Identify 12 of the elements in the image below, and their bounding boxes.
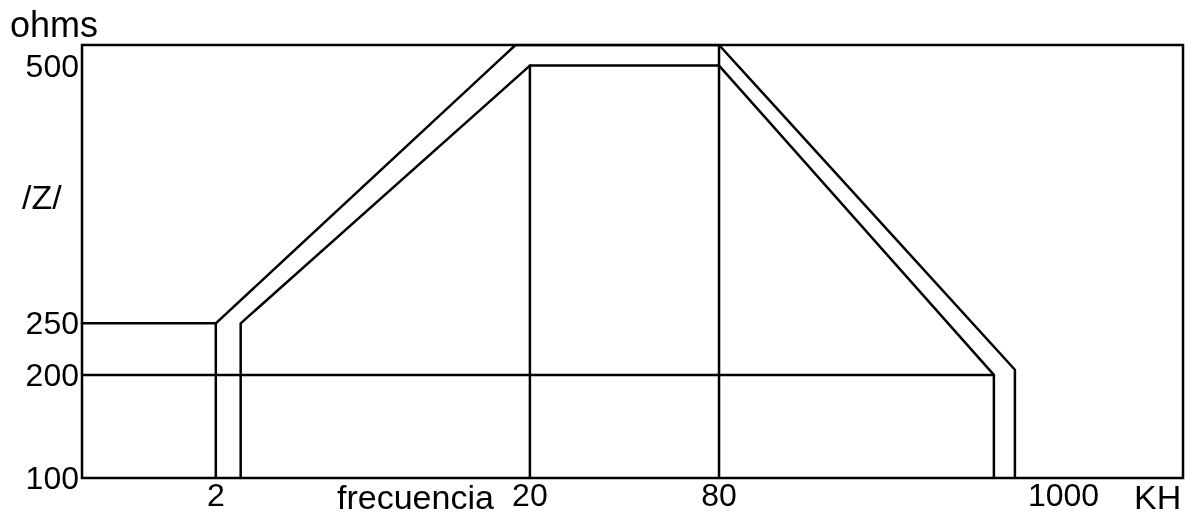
y-tick-label: 100 [25,460,79,496]
x-tick-label: 1000 [1027,477,1100,513]
x-tick-label: 20 [512,477,548,513]
x-tick-label: 80 [701,477,737,513]
y-tick-label: 250 [25,305,79,342]
y-tick-label: 500 [25,47,79,84]
annotation: KH [1134,478,1182,516]
y-axis-title: ohms [10,3,99,45]
text: /Z/ [22,178,63,216]
x-tick-label: 2 [206,477,225,513]
y-tick-label: 200 [25,356,79,393]
x-axis-title: frecuencia [337,478,494,516]
